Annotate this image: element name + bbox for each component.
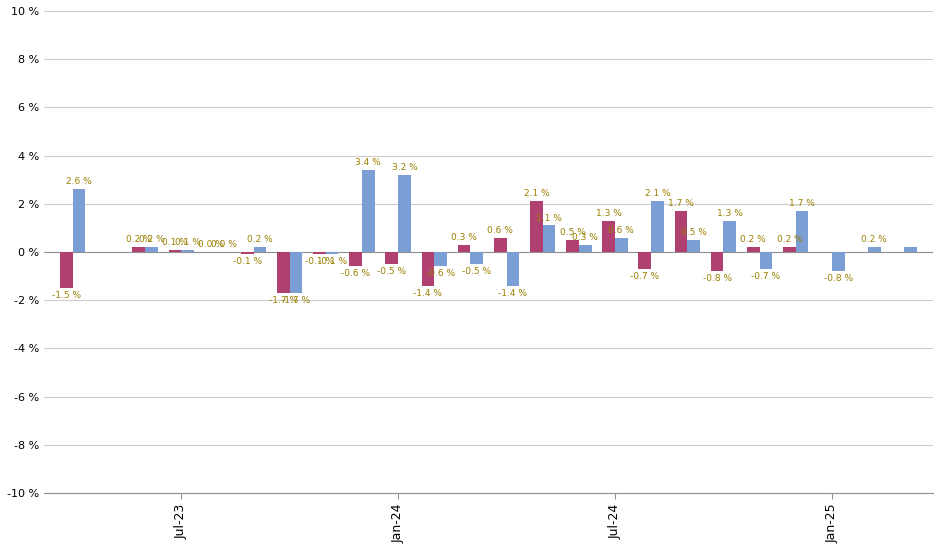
Bar [507, 252, 519, 285]
Text: 0.2 %: 0.2 % [138, 235, 164, 244]
Bar [422, 252, 434, 285]
Text: -1.7 %: -1.7 % [269, 296, 298, 305]
Text: 0.0 %: 0.0 % [211, 240, 237, 249]
Text: -0.1 %: -0.1 % [233, 257, 262, 266]
Bar [470, 252, 483, 264]
Bar [615, 238, 628, 252]
Text: -0.7 %: -0.7 % [751, 272, 780, 280]
Text: 1.7 %: 1.7 % [789, 199, 815, 208]
Text: 1.3 %: 1.3 % [596, 209, 621, 218]
Bar [579, 245, 591, 252]
Bar [603, 221, 615, 252]
Text: 2.1 %: 2.1 % [524, 189, 549, 199]
Bar [72, 189, 86, 252]
Bar [566, 240, 579, 252]
Bar [313, 252, 326, 255]
Text: 0.0 %: 0.0 % [198, 240, 224, 249]
Bar [760, 252, 773, 269]
Bar [399, 175, 411, 252]
Text: 2.1 %: 2.1 % [645, 189, 670, 199]
Bar [796, 211, 808, 252]
Text: 3.4 %: 3.4 % [355, 158, 382, 167]
Bar [651, 201, 664, 252]
Bar [362, 170, 375, 252]
Bar [326, 252, 338, 255]
Bar [494, 238, 507, 252]
Text: -0.5 %: -0.5 % [462, 267, 492, 276]
Bar [675, 211, 687, 252]
Text: -0.6 %: -0.6 % [341, 270, 370, 278]
Bar [542, 226, 556, 252]
Bar [60, 252, 72, 288]
Text: 0.2 %: 0.2 % [861, 235, 887, 244]
Text: -1.5 %: -1.5 % [52, 291, 81, 300]
Text: -1.7 %: -1.7 % [281, 296, 310, 305]
Text: 0.5 %: 0.5 % [559, 228, 586, 237]
Bar [724, 221, 736, 252]
Text: -1.4 %: -1.4 % [414, 289, 443, 298]
Bar [145, 247, 158, 252]
Text: -0.1 %: -0.1 % [318, 257, 347, 266]
Bar [181, 250, 194, 252]
Bar [290, 252, 303, 293]
Text: 0.1 %: 0.1 % [162, 238, 188, 247]
Text: 1.3 %: 1.3 % [717, 209, 743, 218]
Text: -0.7 %: -0.7 % [630, 272, 659, 280]
Bar [241, 252, 254, 255]
Text: 0.2 %: 0.2 % [126, 235, 151, 244]
Text: 0.2 %: 0.2 % [741, 235, 766, 244]
Text: 0.3 %: 0.3 % [572, 233, 598, 242]
Text: 0.1 %: 0.1 % [175, 238, 200, 247]
Bar [832, 252, 844, 271]
Bar [133, 247, 145, 252]
Bar [868, 247, 881, 252]
Text: 2.6 %: 2.6 % [67, 178, 92, 186]
Bar [530, 201, 542, 252]
Text: -0.5 %: -0.5 % [377, 267, 406, 276]
Text: 0.2 %: 0.2 % [247, 235, 273, 244]
Text: 1.7 %: 1.7 % [668, 199, 694, 208]
Text: 0.2 %: 0.2 % [776, 235, 802, 244]
Bar [711, 252, 724, 271]
Bar [904, 247, 916, 252]
Text: 1.1 %: 1.1 % [536, 213, 562, 223]
Bar [687, 240, 700, 252]
Bar [385, 252, 399, 264]
Bar [434, 252, 446, 266]
Bar [638, 252, 651, 269]
Text: 0.5 %: 0.5 % [681, 228, 707, 237]
Text: 0.6 %: 0.6 % [608, 226, 635, 235]
Bar [458, 245, 470, 252]
Bar [783, 247, 796, 252]
Bar [747, 247, 760, 252]
Text: 0.3 %: 0.3 % [451, 233, 477, 242]
Bar [168, 250, 181, 252]
Text: -0.8 %: -0.8 % [702, 274, 731, 283]
Bar [254, 247, 266, 252]
Bar [277, 252, 290, 293]
Text: 0.6 %: 0.6 % [487, 226, 513, 235]
Bar [350, 252, 362, 266]
Text: -0.1 %: -0.1 % [305, 257, 334, 266]
Text: -1.4 %: -1.4 % [498, 289, 527, 298]
Text: -0.8 %: -0.8 % [823, 274, 853, 283]
Text: -0.6 %: -0.6 % [426, 270, 455, 278]
Text: 3.2 %: 3.2 % [392, 163, 417, 172]
